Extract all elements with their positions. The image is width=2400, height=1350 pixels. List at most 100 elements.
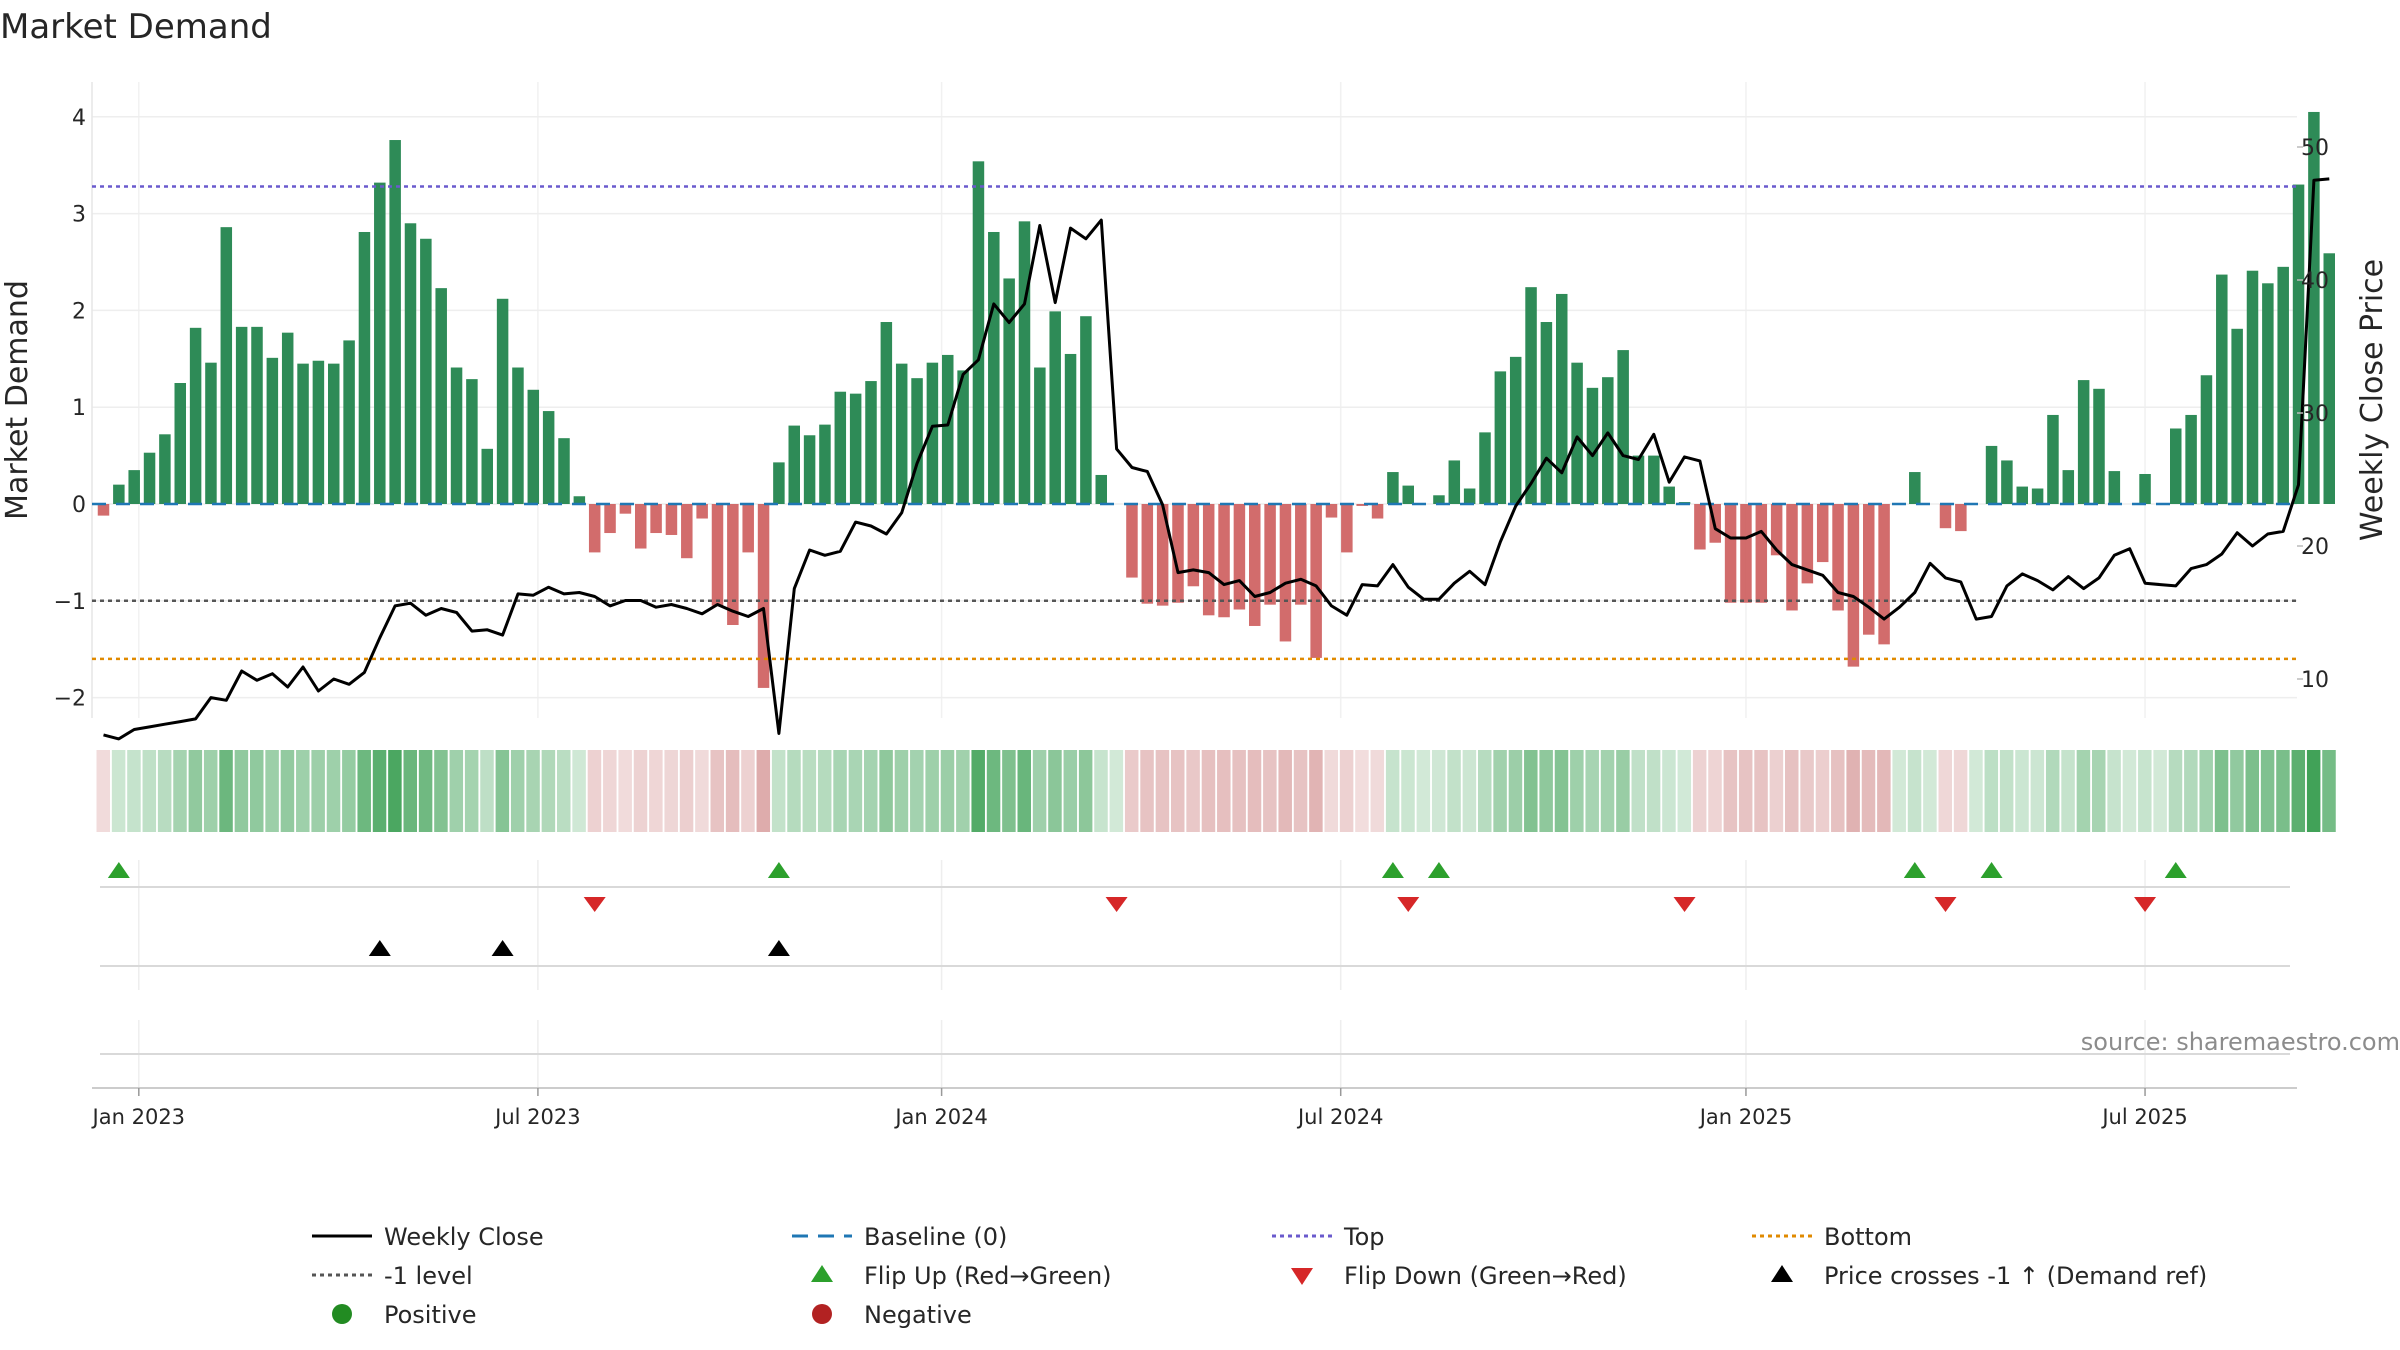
demand-bar-positive bbox=[2139, 473, 2151, 504]
demand-bar-negative bbox=[1740, 504, 1752, 603]
heat-cell-positive bbox=[1539, 750, 1553, 832]
source-note: source: sharemaestro.com bbox=[2081, 1028, 2400, 1056]
date-tick-label: Jan 2025 bbox=[1698, 1105, 1793, 1129]
heat-cell-positive bbox=[2122, 750, 2137, 832]
heat-cell-negative bbox=[587, 750, 602, 832]
legend-swatch bbox=[1771, 1265, 1793, 1282]
heat-cell-positive bbox=[296, 750, 310, 832]
demand-bar-negative bbox=[1694, 504, 1706, 550]
demand-bar-negative bbox=[97, 504, 110, 516]
demand-bar-positive bbox=[1602, 377, 1614, 504]
demand-bar-positive bbox=[1080, 316, 1092, 504]
demand-bar-positive bbox=[558, 438, 570, 504]
heat-cell-positive bbox=[1969, 750, 1983, 832]
demand-bar-positive bbox=[895, 363, 908, 504]
demand-bar-positive bbox=[2308, 111, 2320, 505]
price-cross-marker bbox=[767, 940, 790, 956]
heat-cell-positive bbox=[1002, 750, 1016, 832]
demand-bars bbox=[97, 111, 2335, 688]
demand-bar-positive bbox=[404, 223, 417, 504]
heat-cell-negative bbox=[649, 750, 663, 832]
heat-cell-negative bbox=[1800, 750, 1814, 832]
legend-label: Baseline (0) bbox=[864, 1223, 1007, 1251]
heat-cell-positive bbox=[449, 750, 464, 832]
demand-bar-positive bbox=[374, 182, 386, 504]
heat-cell-negative bbox=[1278, 750, 1292, 832]
demand-bar-positive bbox=[1018, 221, 1031, 504]
date-tick-label: Jul 2024 bbox=[1296, 1105, 1383, 1129]
heat-cell-negative bbox=[618, 750, 632, 832]
y2-axis-label: Weekly Close Price bbox=[2355, 259, 2390, 541]
y-tick-label: 2 bbox=[72, 299, 86, 324]
demand-bar-negative bbox=[757, 504, 770, 688]
heat-cell-positive bbox=[1600, 750, 1615, 832]
heat-cell-positive bbox=[480, 750, 494, 832]
y-axis-ticks: −2 −1 0 1 2 3 4 bbox=[54, 106, 86, 712]
heat-cell-positive bbox=[864, 750, 878, 832]
chart-legend: Weekly Close Baseline (0) Top Bottom -1 leve… bbox=[312, 1223, 2207, 1329]
heat-cell-positive bbox=[464, 750, 479, 832]
weekly-close-series bbox=[103, 177, 2330, 741]
demand-bar-positive bbox=[2231, 328, 2243, 504]
date-tick-label: Jan 2023 bbox=[91, 1105, 186, 1129]
demand-bar-negative bbox=[1755, 504, 1768, 603]
demand-bar-positive bbox=[128, 470, 140, 504]
heat-cell-positive bbox=[2214, 750, 2229, 832]
heat-cell-positive bbox=[2291, 750, 2306, 832]
heat-cell-positive bbox=[2138, 750, 2152, 832]
heat-cell-positive bbox=[203, 750, 218, 832]
demand-bar-positive bbox=[1387, 472, 1399, 504]
heat-cell-negative bbox=[603, 750, 617, 832]
heat-cell-positive bbox=[802, 750, 817, 832]
demand-bar-positive bbox=[803, 435, 816, 504]
heat-cell-positive bbox=[1585, 750, 1599, 832]
demand-bar-negative bbox=[1310, 504, 1322, 658]
demand-bar-negative bbox=[1863, 504, 1875, 635]
demand-bar-positive bbox=[358, 231, 371, 504]
heat-cell-positive bbox=[971, 750, 985, 832]
demand-bar-positive bbox=[1509, 356, 1522, 504]
demand-bar-positive bbox=[512, 367, 524, 504]
heat-cell-positive bbox=[2199, 750, 2213, 832]
demand-bar-negative bbox=[1356, 504, 1368, 506]
demand-bar-positive bbox=[2246, 270, 2259, 504]
legend-item: Top bbox=[1272, 1223, 1385, 1251]
legend-swatch bbox=[812, 1304, 832, 1324]
demand-bar-positive bbox=[1095, 474, 1107, 504]
heat-cell-negative bbox=[1877, 750, 1891, 832]
heat-cell-positive bbox=[2322, 750, 2336, 832]
flip-down-marker bbox=[1105, 897, 1128, 912]
demand-bar-positive bbox=[2001, 460, 2013, 504]
heat-cell-negative bbox=[1263, 750, 1277, 832]
heat-cell-positive bbox=[910, 750, 924, 832]
heat-cell-positive bbox=[1646, 750, 1661, 832]
heat-cell-positive bbox=[1109, 750, 1124, 832]
demand-bar-negative bbox=[1847, 504, 1860, 667]
heat-cell-positive bbox=[1048, 750, 1062, 832]
demand-bar-positive bbox=[159, 434, 171, 504]
heat-cell-negative bbox=[664, 750, 678, 832]
demand-bar-negative bbox=[635, 504, 647, 549]
flip-down-marker bbox=[1397, 897, 1420, 912]
demand-bar-negative bbox=[1770, 504, 1783, 556]
heat-cell-positive bbox=[1508, 750, 1523, 832]
demand-bar-positive bbox=[189, 327, 202, 504]
heat-cell-negative bbox=[756, 750, 771, 832]
demand-bar-positive bbox=[527, 389, 540, 504]
heat-cell-negative bbox=[679, 750, 694, 832]
level-lines bbox=[92, 185, 2297, 661]
demand-bar-positive bbox=[542, 411, 555, 504]
demand-bar-positive bbox=[834, 391, 847, 504]
demand-bar-positive bbox=[1064, 353, 1077, 504]
demand-bar-negative bbox=[1295, 504, 1307, 605]
demand-bar-negative bbox=[1218, 504, 1230, 618]
demand-bar-positive bbox=[2016, 486, 2028, 504]
heat-cell-negative bbox=[1738, 750, 1753, 832]
heat-cell-positive bbox=[1984, 750, 1999, 832]
y-tick-label: 0 bbox=[72, 493, 86, 518]
flip-markers bbox=[107, 862, 2187, 912]
heat-cell-positive bbox=[434, 750, 448, 832]
demand-bar-positive bbox=[1463, 488, 1476, 504]
heat-cell-positive bbox=[2230, 750, 2244, 832]
